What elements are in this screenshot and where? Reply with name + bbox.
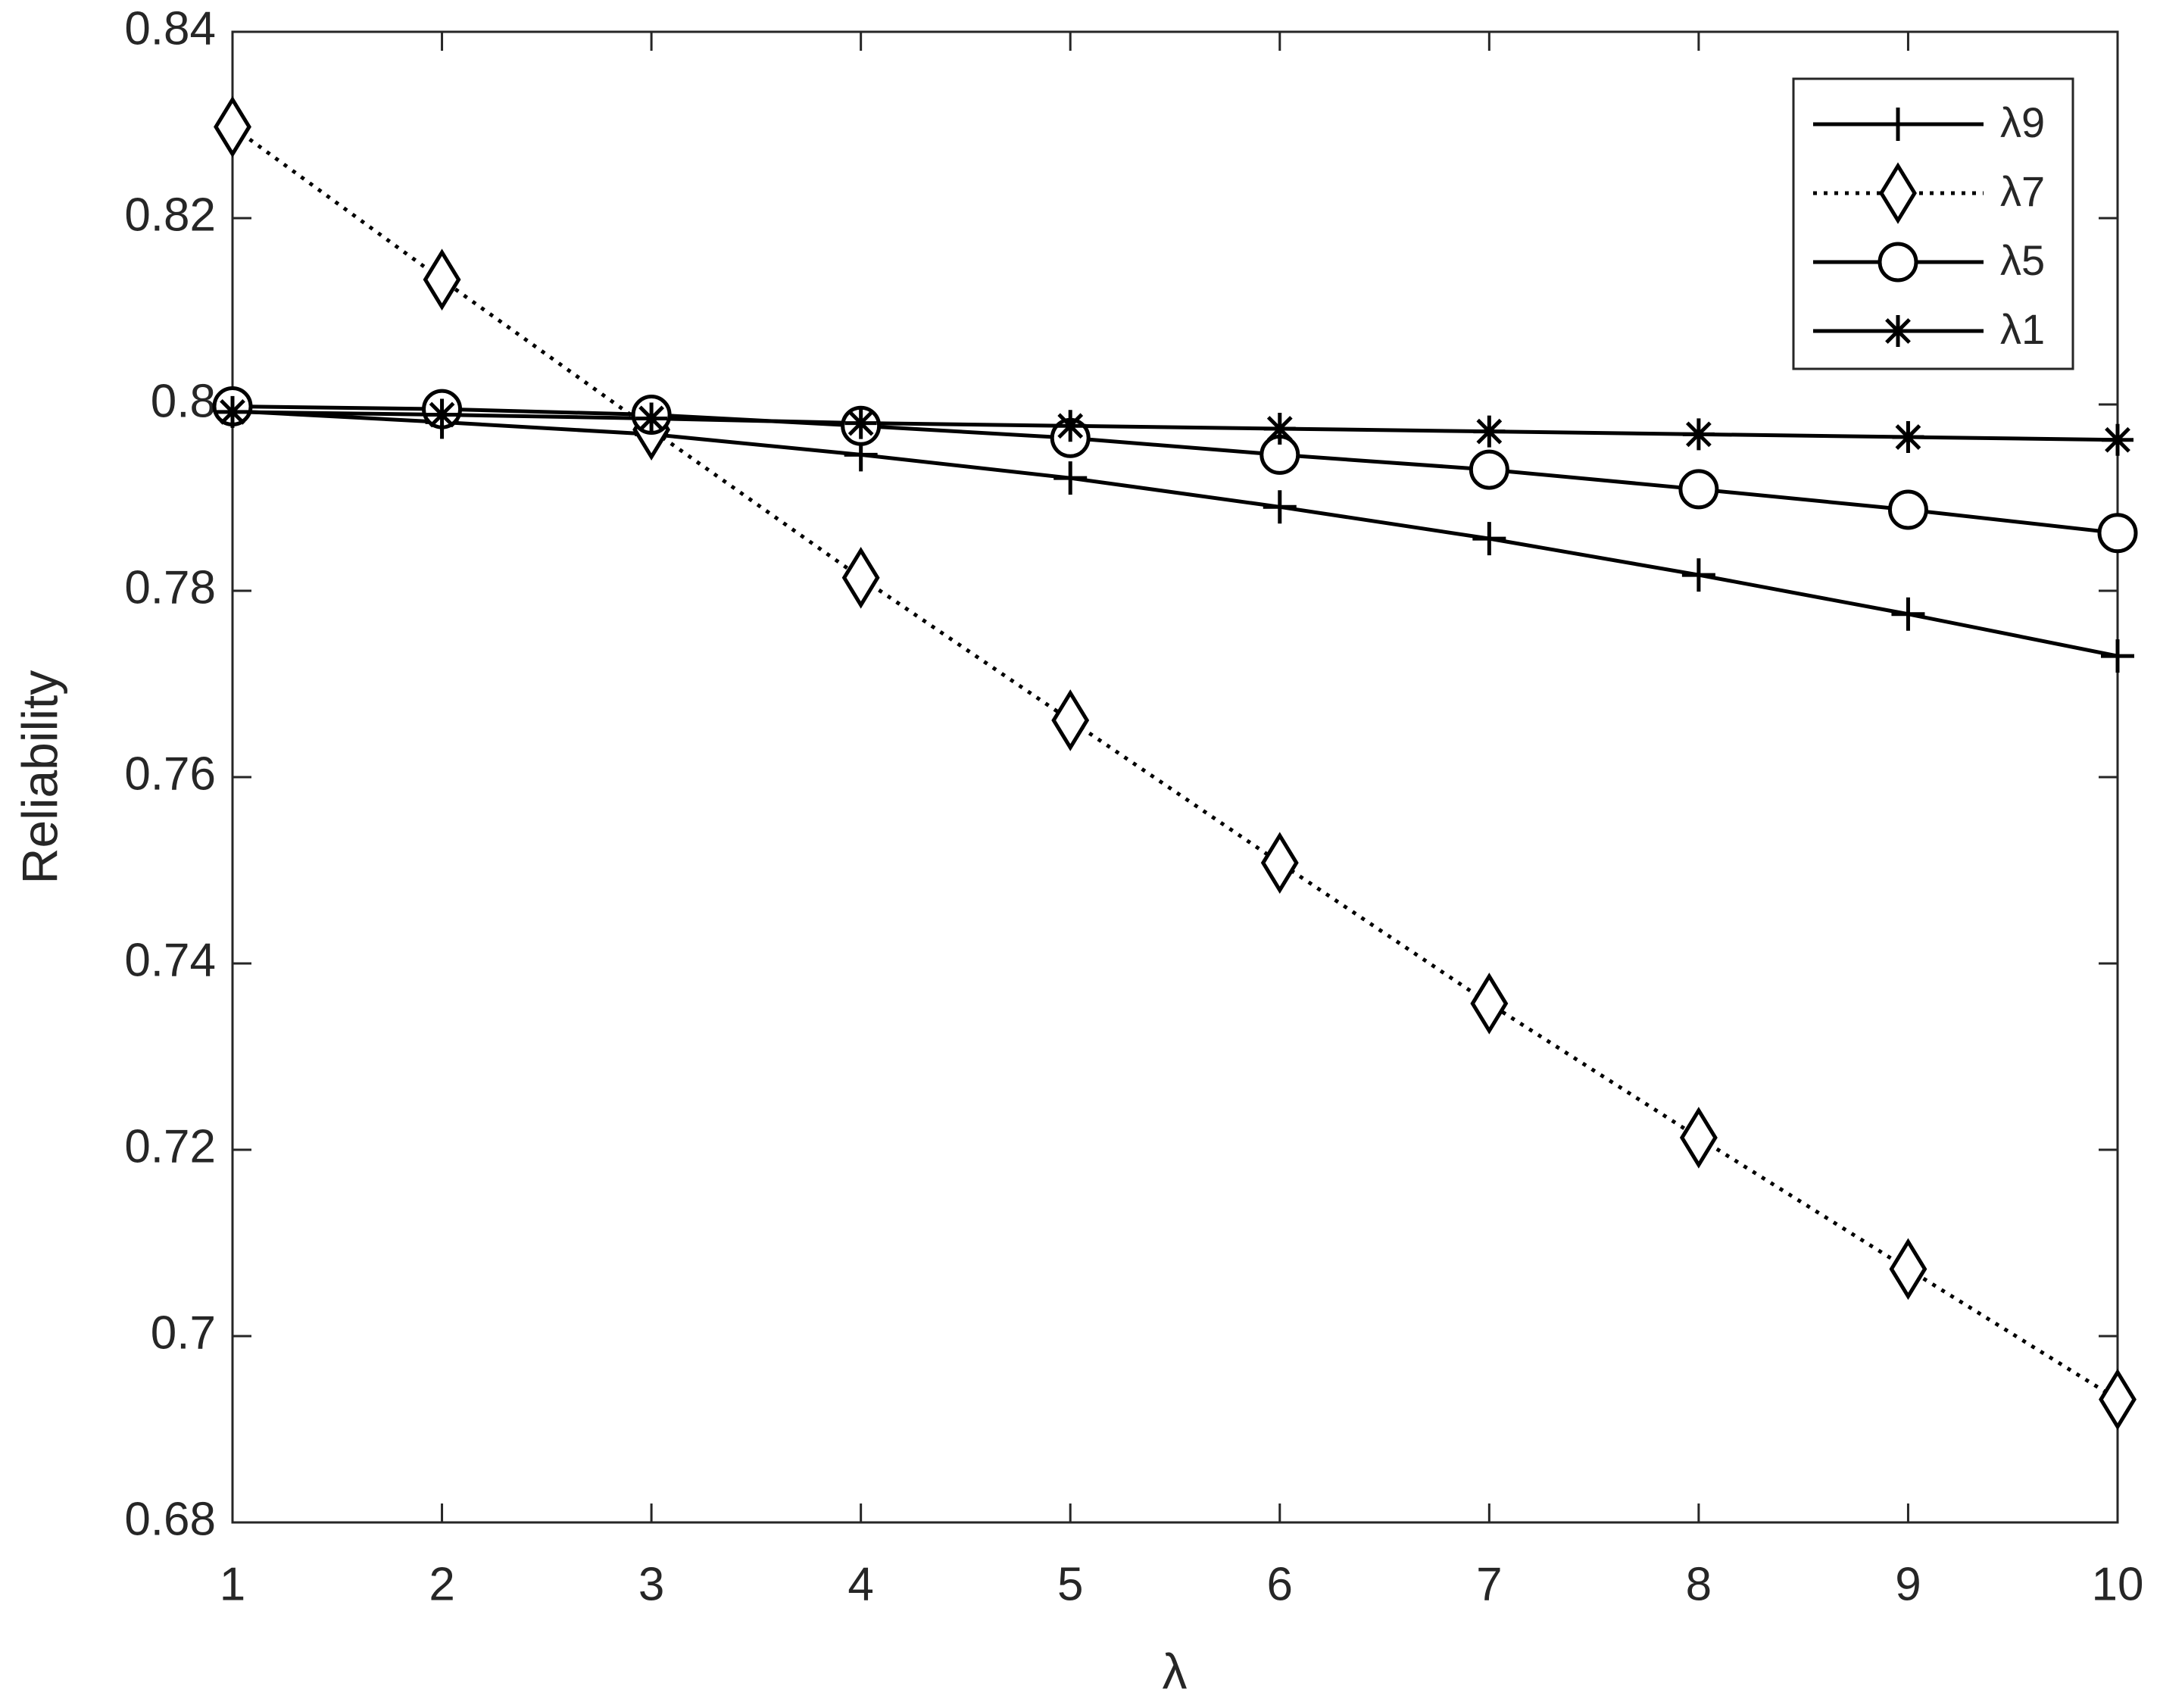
marker [1887, 489, 1928, 530]
x-tick-label: 10 [2092, 1558, 2144, 1610]
marker [1054, 410, 1087, 442]
y-tick-label: 0.84 [124, 2, 216, 55]
marker [1679, 1107, 1718, 1169]
y-tick-label: 0.8 [151, 375, 216, 427]
y-tick-label: 0.72 [124, 1120, 216, 1172]
x-axis-label: λ [1163, 1643, 1188, 1699]
legend-box [1792, 77, 2074, 370]
y-axis-label: Reliability [11, 670, 67, 884]
marker [1263, 412, 1296, 445]
marker [1473, 415, 1506, 448]
y-tick-label: 0.82 [124, 189, 216, 241]
marker [1678, 469, 1719, 510]
marker [1051, 689, 1090, 751]
series-line [232, 410, 2118, 442]
marker [1472, 522, 1506, 556]
marker [1263, 490, 1297, 524]
y-tick-label: 0.7 [151, 1307, 216, 1359]
marker [423, 248, 461, 311]
x-tick-label: 7 [1476, 1558, 1502, 1610]
legend-label: λ1 [2000, 305, 2045, 353]
legend-marker [1882, 315, 1914, 347]
marker [635, 402, 668, 435]
marker [1681, 558, 1715, 592]
marker [841, 546, 880, 609]
marker [1260, 832, 1299, 894]
marker [1889, 1238, 1927, 1301]
marker [2097, 513, 2138, 554]
marker [2101, 639, 2134, 673]
x-tick-label: 5 [1057, 1558, 1083, 1610]
marker [2099, 1368, 2137, 1431]
marker [426, 398, 458, 431]
marker [1469, 449, 1509, 490]
marker [844, 407, 877, 439]
legend-label: λ5 [2000, 236, 2045, 284]
marker [217, 395, 248, 428]
x-tick-label: 9 [1895, 1558, 1921, 1610]
y-tick-label: 0.78 [124, 561, 216, 614]
x-tick-label: 3 [638, 1558, 664, 1610]
marker [1682, 418, 1715, 451]
legend-label: λ7 [2000, 167, 2045, 215]
marker [2102, 423, 2133, 456]
legend-marker [1881, 108, 1915, 141]
marker [1470, 973, 1509, 1035]
y-tick-label: 0.68 [124, 1493, 216, 1545]
marker [1891, 597, 1925, 631]
x-tick-label: 2 [429, 1558, 454, 1610]
y-tick-label: 0.76 [124, 748, 216, 800]
x-tick-label: 6 [1267, 1558, 1293, 1610]
marker [214, 95, 251, 158]
x-tick-label: 1 [220, 1558, 245, 1610]
series-line [232, 409, 2118, 658]
marker [1053, 461, 1088, 495]
series-line [232, 404, 2118, 536]
x-tick-label: 8 [1686, 1558, 1712, 1610]
legend-marker [1878, 242, 1918, 283]
legend-label: λ9 [2000, 98, 2045, 146]
x-tick-label: 4 [847, 1558, 873, 1610]
y-tick-label: 0.74 [124, 934, 216, 986]
marker [1892, 421, 1924, 454]
legend-marker [1879, 162, 1917, 224]
